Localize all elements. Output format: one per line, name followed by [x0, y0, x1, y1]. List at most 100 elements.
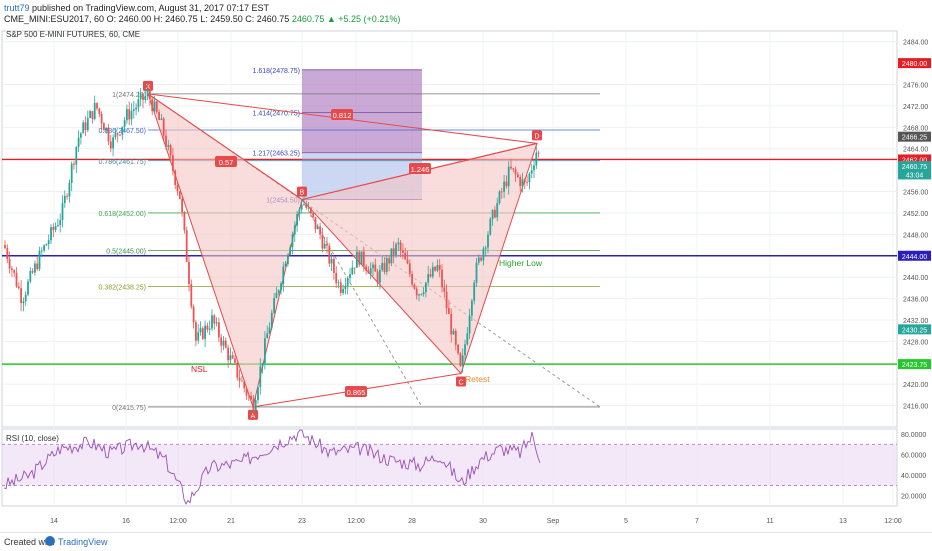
candle-body	[275, 292, 278, 299]
candle-body	[530, 170, 533, 174]
axes: 2484.00 2476.00 2472.00 2468.00 2464.00 2456.…	[50, 40, 931, 525]
candle-body	[381, 262, 384, 270]
candle-body	[510, 166, 512, 169]
ratio-badge	[409, 163, 431, 174]
candle-body	[190, 284, 193, 307]
candle-body	[450, 313, 453, 335]
candle-body	[482, 248, 485, 261]
candle-body	[31, 271, 34, 273]
pattern-leg	[147, 93, 303, 200]
fib-level-label: 0.786(2461.75)	[99, 159, 146, 166]
candle-body	[342, 288, 344, 293]
candle-body	[54, 226, 57, 230]
annotation-text: Higher Low	[499, 258, 543, 268]
candle-body	[137, 99, 140, 108]
candle-body	[66, 195, 68, 197]
y-tick-label: 2452.00	[903, 211, 928, 218]
price-badge-label: 43:04	[906, 172, 924, 179]
candle-body	[277, 290, 280, 293]
trend-line-dashed	[301, 199, 423, 408]
candle-body	[86, 117, 89, 131]
candle-body	[388, 258, 390, 264]
candle-body	[169, 145, 172, 156]
candle-body	[208, 328, 211, 330]
candle-body	[270, 312, 273, 328]
candle-body	[91, 111, 94, 120]
candle-body	[77, 137, 80, 147]
candle-body	[346, 278, 349, 287]
price-badge-label: 2462.00	[902, 157, 927, 164]
candle-body	[128, 109, 131, 120]
candle-body	[247, 395, 250, 397]
price-badge	[898, 250, 931, 261]
candle-body	[376, 271, 379, 283]
rsi-tick-label: 80.0000	[901, 432, 926, 439]
candle-body	[427, 274, 430, 283]
candle-body	[61, 203, 64, 221]
candle-body	[250, 395, 252, 400]
candle-body	[13, 269, 16, 273]
pattern-point-badge	[297, 186, 307, 197]
pattern-point-label: X	[146, 84, 151, 91]
candle-body	[264, 338, 266, 363]
candle-body	[367, 270, 370, 274]
price-pane-frame	[1, 30, 898, 428]
candle-body	[521, 179, 524, 187]
fib-extension-label: 1.414(2470.75)	[253, 111, 300, 118]
candle-body	[489, 218, 492, 235]
candle-body	[112, 137, 114, 149]
candle-body	[6, 248, 9, 259]
candle-body	[436, 265, 439, 271]
candle-body	[130, 110, 133, 120]
candle-body	[105, 127, 108, 131]
candle-body	[494, 209, 496, 218]
candle-body	[374, 264, 377, 272]
price-badge-label: 2466.25	[902, 135, 927, 142]
candle-body	[452, 330, 455, 335]
y-tick-label: 2468.00	[903, 125, 928, 132]
candle-body	[220, 337, 223, 346]
price-chart[interactable]: 1.618(2478.75) 1.414(2470.75) 1.217(2463.2…	[0, 25, 932, 532]
candle-body	[468, 315, 471, 334]
candle-body	[293, 225, 296, 235]
candle-body	[441, 269, 443, 288]
candle-body	[390, 248, 393, 264]
candle-body	[457, 344, 459, 354]
price-badge	[898, 58, 931, 69]
fib-level-label: 0.618(2452.00)	[99, 211, 146, 218]
candle-body	[337, 282, 340, 284]
candle-body	[289, 247, 292, 255]
candle-body	[321, 234, 324, 249]
rsi-tick-label: 60.0000	[901, 453, 926, 460]
ratio-label: 0.812	[333, 111, 352, 120]
candle-body	[459, 353, 462, 366]
candle-body	[47, 240, 50, 245]
candle-body	[70, 163, 73, 183]
candle-body	[116, 133, 119, 135]
candle-body	[484, 247, 487, 249]
price-badge	[898, 154, 931, 165]
x-tick-label: 23	[298, 518, 306, 525]
candle-body	[213, 315, 216, 324]
candle-body	[404, 252, 407, 260]
candle-body	[103, 123, 105, 131]
candle-body	[535, 152, 538, 166]
ratio-badge	[331, 109, 353, 120]
x-tick-label: 11	[766, 518, 773, 525]
candle-body	[310, 207, 312, 214]
candle-body	[174, 170, 177, 186]
candle-body	[312, 213, 315, 218]
candle-body	[144, 95, 147, 101]
candle-body	[528, 173, 531, 183]
candle-body	[93, 102, 96, 120]
symbol-label: CME_MINI:ESU2017, 60	[4, 14, 105, 24]
candle-body	[4, 245, 6, 249]
tradingview-link[interactable]: TradingView	[58, 537, 108, 547]
author-link[interactable]: trutt79	[4, 3, 30, 13]
candle-body	[392, 248, 395, 255]
candle-body	[480, 257, 482, 261]
y-tick-label: 2448.00	[903, 232, 928, 239]
candle-body	[132, 109, 135, 111]
ratio-label: 0.57	[219, 158, 234, 167]
candle-body	[188, 261, 190, 285]
